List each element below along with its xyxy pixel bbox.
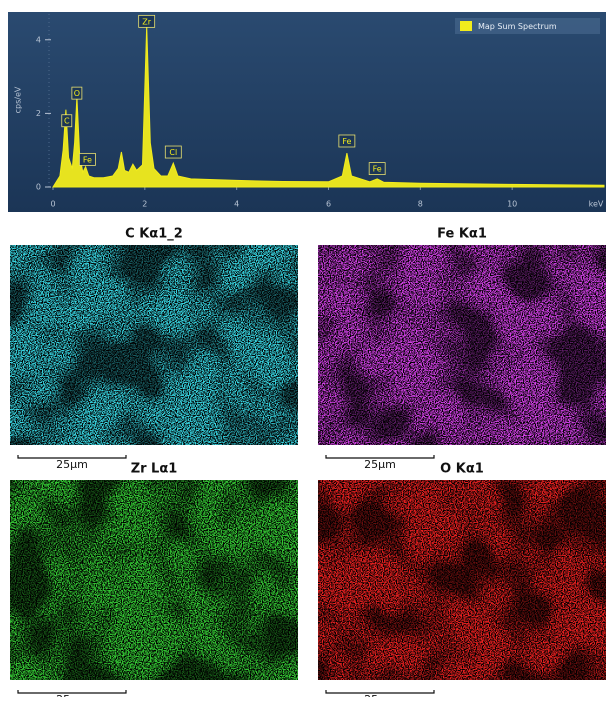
peak-label: Fe (373, 165, 382, 174)
y-axis-label: cps/eV (14, 86, 23, 113)
peak-label-box (79, 152, 96, 166)
y-tick-label: 4 (36, 35, 41, 44)
scale-bar (325, 690, 435, 694)
x-tick-label: 4 (234, 200, 239, 209)
peak-label-box (61, 114, 73, 128)
peak-label: Fe (342, 137, 351, 146)
legend-label: Map Sum Spectrum (478, 22, 557, 31)
map-title: Fe Kα1 (437, 227, 487, 242)
peak-label: C (64, 117, 70, 126)
peak-label: Zr (142, 17, 151, 26)
x-tick-label: 6 (326, 200, 331, 209)
scale-bar (325, 455, 435, 459)
x-tick-label: 0 (50, 200, 55, 209)
peak-label-box (368, 162, 386, 175)
peak-label: O (74, 89, 80, 98)
x-tick-label: 10 (507, 200, 517, 209)
element-map (318, 480, 606, 680)
peak-label-box (164, 145, 182, 159)
scale-bar-label: 25µm (56, 458, 88, 471)
element-map (10, 480, 298, 680)
scale-bar-label: 25µm (364, 693, 396, 697)
scale-bar (17, 455, 127, 459)
peak-label-box (138, 14, 156, 28)
peak-label-box (338, 134, 356, 148)
element-map (10, 245, 298, 445)
y-tick-label: 0 (36, 183, 41, 192)
scale-bar (17, 690, 127, 694)
element-map (318, 245, 606, 445)
scale-bar-label: 25µm (56, 693, 88, 697)
x-tick-label: 2 (142, 200, 147, 209)
map-title: O Kα1 (440, 462, 484, 477)
x-tick-label: 8 (418, 200, 423, 209)
map-title: C Kα1_2 (125, 227, 183, 242)
legend-swatch (460, 21, 472, 31)
y-tick-label: 2 (36, 109, 41, 118)
peak-label-box (71, 86, 83, 100)
x-axis-label: keV (589, 200, 604, 209)
legend-box (455, 18, 600, 34)
peak-label: Fe (83, 155, 92, 164)
peak-label: Cl (169, 148, 177, 157)
scale-bar-label: 25µm (364, 458, 396, 471)
map-title: Zr Lα1 (131, 462, 178, 477)
